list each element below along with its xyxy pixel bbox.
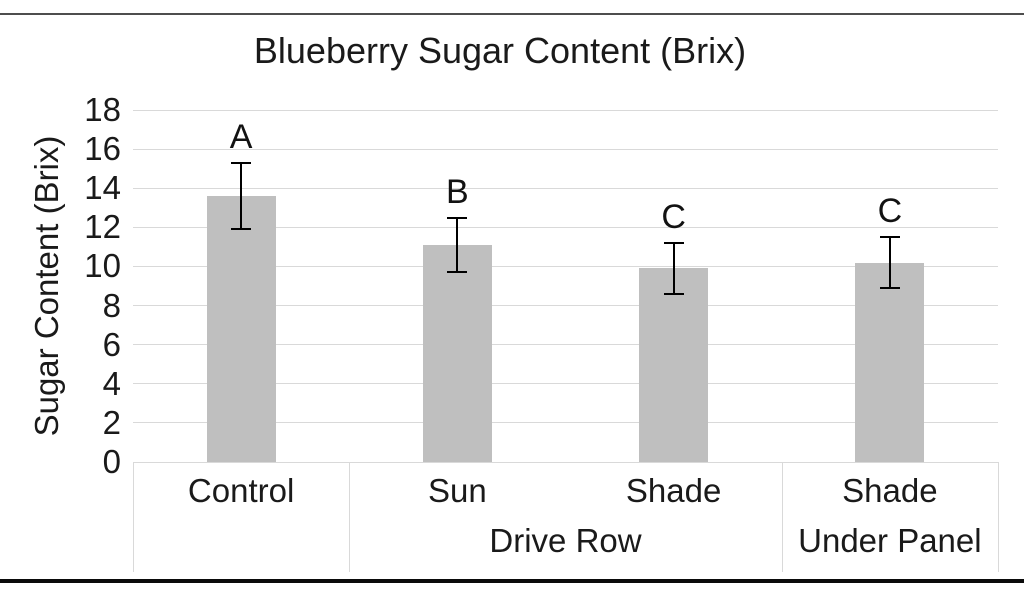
error-bar-0 bbox=[240, 162, 243, 230]
error-bar-cap-1-0 bbox=[447, 216, 468, 219]
error-bar-cap-0-0 bbox=[231, 161, 252, 164]
bottom-divider-line bbox=[0, 579, 1024, 583]
y-tick-label-14: 14 bbox=[84, 169, 121, 207]
gridline-2 bbox=[133, 422, 998, 424]
sig-letter-2: C bbox=[661, 197, 686, 236]
y-tick-label-2: 2 bbox=[102, 403, 121, 441]
gridline-16 bbox=[133, 148, 998, 150]
axis-separator bbox=[349, 462, 350, 572]
gridline-0 bbox=[133, 461, 998, 463]
bar-shade-3 bbox=[855, 262, 925, 462]
sig-letter-1: B bbox=[446, 172, 469, 211]
y-tick-label-16: 16 bbox=[84, 130, 121, 168]
sig-letter-0: A bbox=[229, 117, 253, 156]
group-label-under-panel: Under Panel bbox=[798, 522, 982, 559]
gridline-8 bbox=[133, 305, 998, 307]
category-label-3: Shade bbox=[842, 472, 938, 509]
y-tick-label-8: 8 bbox=[102, 286, 121, 324]
axis-separator bbox=[998, 462, 999, 572]
error-bar-3 bbox=[888, 237, 891, 288]
category-label-1: Sun bbox=[428, 472, 487, 509]
error-bar-cap-3-0 bbox=[879, 236, 900, 239]
y-tick-label-6: 6 bbox=[102, 325, 121, 363]
gridline-12 bbox=[133, 226, 998, 228]
error-bar-cap-1-1 bbox=[447, 271, 468, 274]
gridline-10 bbox=[133, 265, 998, 267]
bar-sun-1 bbox=[422, 244, 492, 462]
group-label-drive-row: Drive Row bbox=[489, 522, 642, 559]
gridline-4 bbox=[133, 383, 998, 385]
top-divider-line bbox=[0, 13, 1024, 15]
axis-separator bbox=[782, 462, 783, 572]
gridline-18 bbox=[133, 109, 998, 111]
y-tick-label-18: 18 bbox=[84, 91, 121, 128]
sig-letter-3: C bbox=[877, 192, 903, 231]
gridline-14 bbox=[133, 187, 998, 189]
error-bar-cap-2-1 bbox=[663, 292, 684, 295]
error-bar-2 bbox=[672, 242, 675, 294]
axis-separator bbox=[133, 462, 134, 572]
error-bar-1 bbox=[456, 217, 459, 273]
bar-control-0 bbox=[206, 196, 276, 462]
y-tick-label-10: 10 bbox=[84, 247, 121, 285]
category-label-0: Control bbox=[187, 472, 295, 509]
error-bar-cap-3-1 bbox=[879, 286, 900, 289]
y-tick-label-12: 12 bbox=[84, 208, 121, 246]
category-label-2: Shade bbox=[625, 472, 722, 509]
error-bar-cap-0-1 bbox=[231, 228, 252, 231]
bar-shade-2 bbox=[639, 268, 709, 462]
error-bar-cap-2-0 bbox=[663, 241, 684, 244]
y-tick-label-4: 4 bbox=[102, 364, 121, 402]
chart-title: Blueberry Sugar Content (Brix) bbox=[253, 30, 747, 71]
y-tick-label-0: 0 bbox=[102, 443, 121, 480]
gridline-6 bbox=[133, 344, 998, 346]
